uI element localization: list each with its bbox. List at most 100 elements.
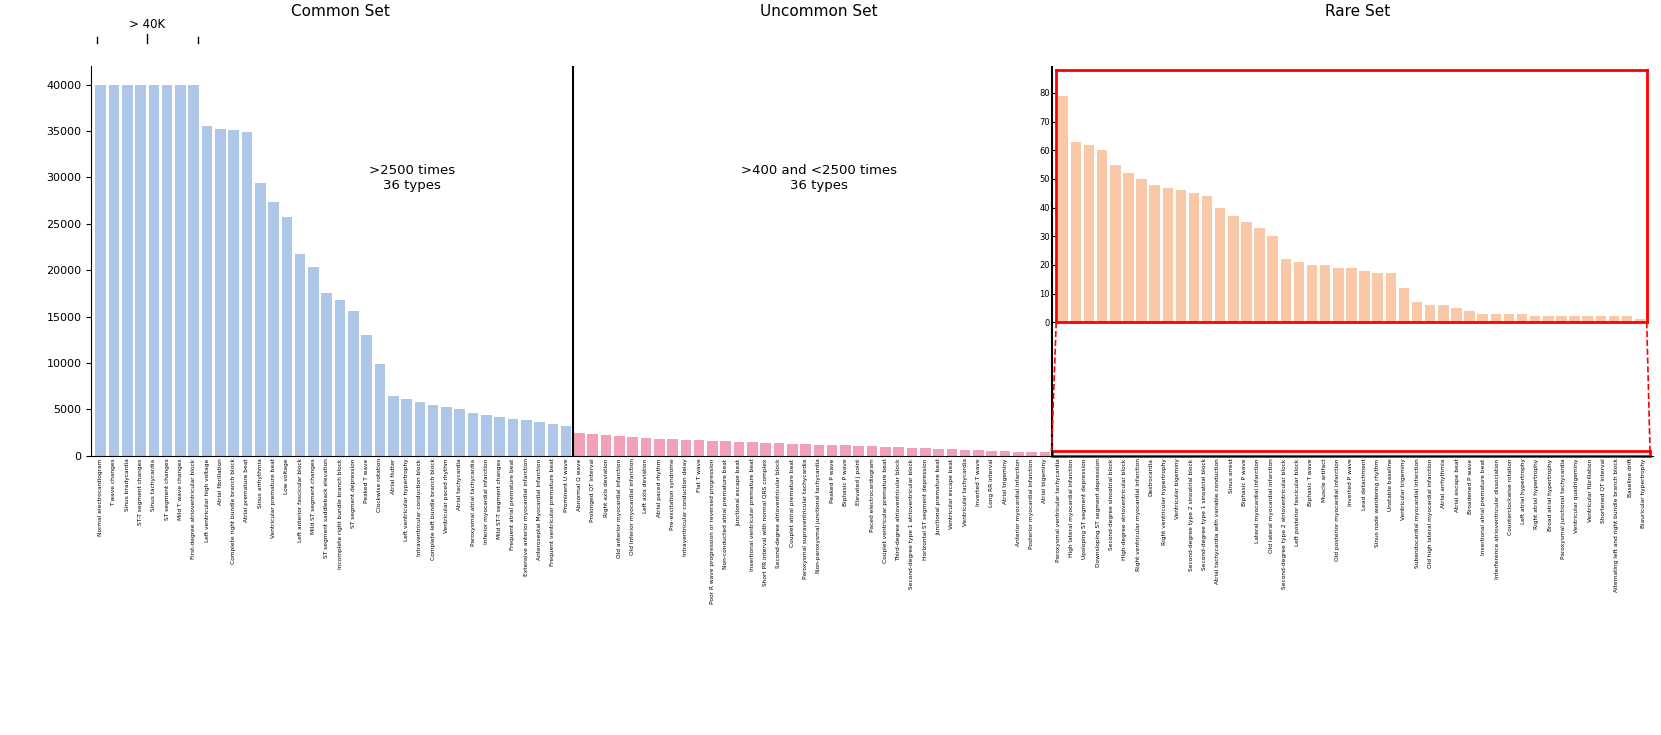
Bar [482, 415, 492, 456]
Bar [894, 448, 904, 456]
Bar [415, 402, 425, 456]
Bar [973, 450, 983, 456]
Bar [721, 441, 731, 456]
Bar [1000, 451, 1010, 456]
Bar [987, 451, 997, 456]
Bar [429, 405, 439, 456]
Bar [1543, 317, 1553, 322]
Bar [267, 202, 279, 456]
Bar [121, 85, 133, 456]
Bar [495, 417, 505, 456]
Bar [561, 426, 571, 456]
Bar [296, 254, 306, 456]
Bar [1516, 314, 1528, 322]
Bar [1058, 96, 1068, 322]
Bar [1149, 184, 1159, 322]
Bar [694, 440, 704, 456]
Bar [880, 447, 890, 456]
Bar [1227, 216, 1239, 322]
Bar [336, 300, 345, 456]
Bar [1345, 268, 1357, 322]
Bar [920, 448, 930, 456]
Bar [1385, 273, 1397, 322]
Bar [1254, 228, 1266, 322]
Bar [1621, 317, 1633, 322]
Bar [1071, 142, 1081, 322]
Bar [840, 445, 850, 456]
Bar [575, 434, 585, 456]
Bar [1110, 165, 1121, 322]
Bar [468, 413, 478, 456]
Bar [708, 441, 718, 456]
Bar [174, 85, 186, 456]
Bar [1412, 302, 1422, 322]
Bar [947, 449, 957, 456]
Bar [1096, 150, 1108, 322]
Bar [201, 126, 213, 456]
Bar [188, 85, 199, 456]
Bar [1399, 288, 1409, 322]
Bar [1452, 308, 1462, 322]
Text: <400 times
43 types: <400 times 43 types [1430, 163, 1507, 192]
Bar [681, 440, 691, 456]
Bar [827, 445, 837, 456]
Bar [228, 130, 239, 456]
Bar [389, 396, 399, 456]
Bar [1372, 273, 1384, 322]
Text: >2500 times
36 types: >2500 times 36 types [369, 163, 455, 192]
Bar [1051, 451, 1649, 456]
Bar [1359, 270, 1370, 322]
Text: >400 and <2500 times
36 types: >400 and <2500 times 36 types [741, 163, 897, 192]
Bar [1530, 317, 1540, 322]
Bar [455, 409, 465, 456]
Bar [1570, 317, 1580, 322]
Bar [774, 443, 784, 456]
Bar [1490, 314, 1502, 322]
Bar [1214, 207, 1226, 322]
Bar [1608, 317, 1619, 322]
Bar [1465, 311, 1475, 322]
Bar [1083, 145, 1095, 322]
Bar [1307, 265, 1317, 322]
Bar [933, 449, 943, 456]
Bar [960, 450, 970, 456]
Text: Uncommon Set: Uncommon Set [761, 4, 877, 19]
Bar [1477, 314, 1488, 322]
Bar [1281, 259, 1291, 322]
Bar [1438, 305, 1448, 322]
Bar [615, 436, 625, 456]
Bar [375, 364, 385, 456]
Bar [214, 129, 226, 456]
Bar [95, 85, 106, 456]
Bar [1556, 317, 1566, 322]
Bar [522, 420, 532, 456]
Bar [1203, 196, 1213, 322]
Bar [1123, 173, 1134, 322]
Bar [761, 442, 771, 456]
Bar [1163, 187, 1173, 322]
Bar [1040, 452, 1050, 456]
Bar [814, 445, 824, 456]
Bar [349, 311, 359, 456]
Bar [1320, 265, 1330, 322]
Bar [548, 424, 558, 456]
Bar [1267, 236, 1277, 322]
Bar [801, 444, 811, 456]
Bar [654, 439, 664, 456]
Bar [442, 407, 452, 456]
Bar [135, 85, 146, 456]
Bar [161, 85, 173, 456]
Bar [907, 448, 917, 456]
Bar [641, 438, 651, 456]
Bar [362, 335, 372, 456]
Bar [1634, 319, 1646, 322]
Bar [1583, 317, 1593, 322]
Bar [1189, 193, 1199, 322]
Bar [1503, 314, 1515, 322]
Bar [508, 419, 518, 456]
Bar [535, 423, 545, 456]
Bar [747, 442, 757, 456]
Bar [867, 446, 877, 456]
Bar [628, 437, 638, 456]
Bar [601, 435, 611, 456]
